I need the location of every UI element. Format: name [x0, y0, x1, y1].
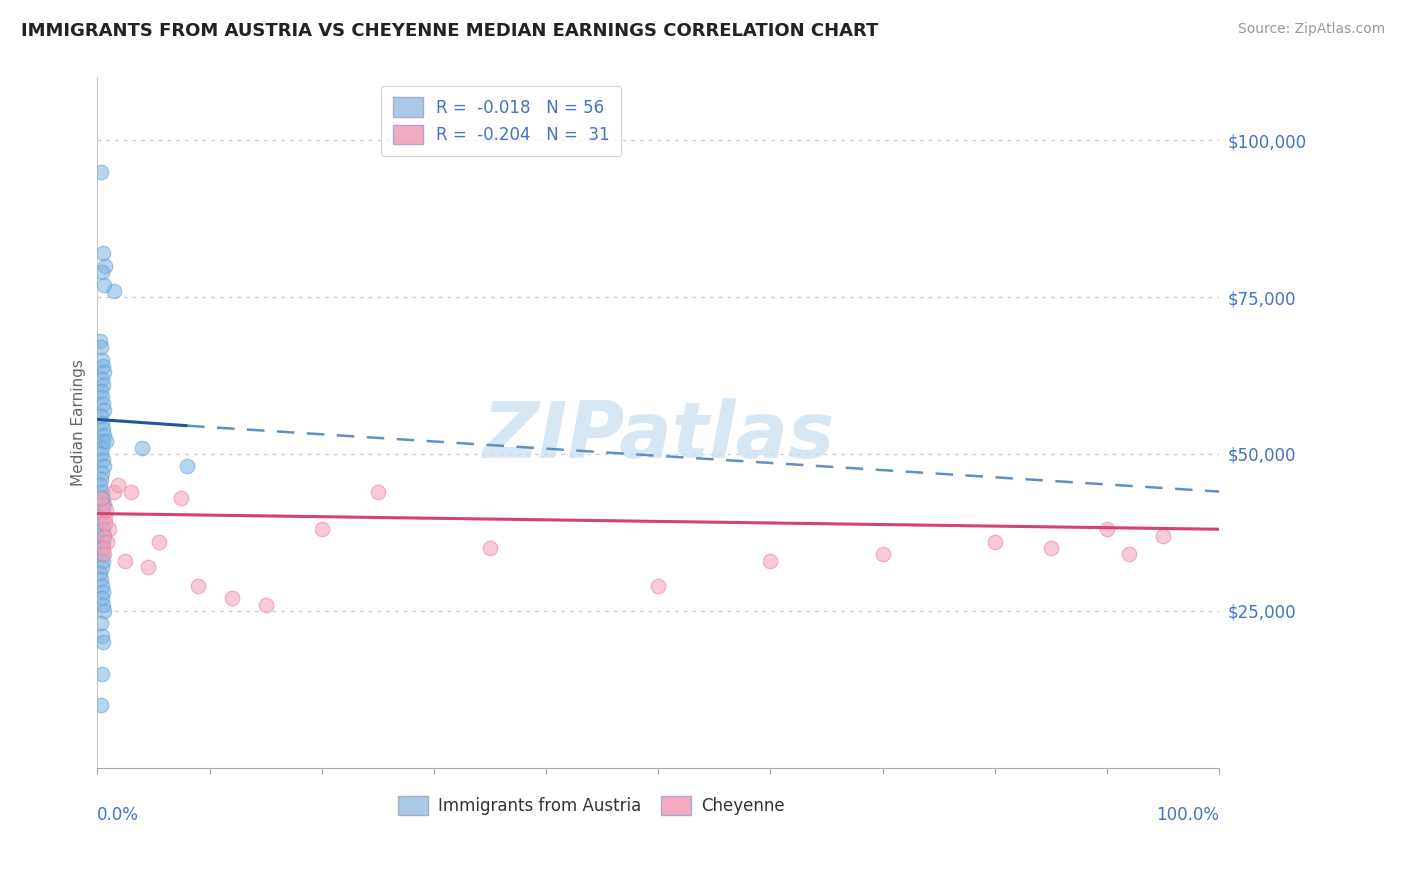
Point [91, 635, 114, 649]
Point [90, 384, 112, 399]
Point [89, 478, 111, 492]
Point [120, 484, 142, 499]
Point [91, 434, 114, 449]
Point [103, 284, 125, 298]
Point [136, 560, 159, 574]
Point [90, 579, 112, 593]
Point [90, 416, 112, 430]
Point [311, 522, 333, 536]
Point [90, 447, 112, 461]
Point [91, 422, 114, 436]
Point [90, 391, 112, 405]
Point [97, 522, 120, 536]
Text: ZIPatlas: ZIPatlas [482, 399, 834, 475]
Legend: Immigrants from Austria, Cheyenne: Immigrants from Austria, Cheyenne [391, 789, 792, 822]
Point [91, 541, 114, 555]
Point [254, 598, 277, 612]
Point [91, 522, 114, 536]
Point [176, 459, 198, 474]
Point [94, 509, 117, 524]
Text: IMMIGRANTS FROM AUSTRIA VS CHEYENNE MEDIAN EARNINGS CORRELATION CHART: IMMIGRANTS FROM AUSTRIA VS CHEYENNE MEDI… [21, 22, 879, 40]
Point [91, 491, 114, 505]
Point [93, 403, 115, 417]
Point [90, 573, 112, 587]
Point [1095, 522, 1118, 536]
Point [90, 560, 112, 574]
Point [93, 604, 115, 618]
Point [90, 340, 112, 354]
Point [148, 534, 170, 549]
Point [103, 484, 125, 499]
Point [89, 566, 111, 581]
Point [90, 491, 112, 505]
Point [90, 466, 112, 480]
Point [91, 378, 114, 392]
Point [187, 579, 209, 593]
Point [94, 516, 117, 530]
Point [93, 459, 115, 474]
Point [90, 497, 112, 511]
Point [96, 534, 118, 549]
Point [90, 484, 112, 499]
Point [91, 598, 114, 612]
Point [90, 591, 112, 606]
Point [90, 409, 112, 424]
Point [89, 334, 111, 348]
Point [107, 478, 129, 492]
Point [170, 491, 193, 505]
Point [93, 428, 115, 442]
Point [91, 397, 114, 411]
Point [1152, 528, 1174, 542]
Point [93, 547, 115, 561]
Point [90, 441, 112, 455]
Point [90, 265, 112, 279]
Point [221, 591, 243, 606]
Point [91, 554, 114, 568]
Point [367, 484, 389, 499]
Point [90, 541, 112, 555]
Text: 100.0%: 100.0% [1156, 805, 1219, 823]
Point [90, 371, 112, 385]
Point [479, 541, 502, 555]
Point [759, 554, 782, 568]
Point [90, 698, 112, 712]
Point [91, 503, 114, 517]
Point [872, 547, 894, 561]
Point [93, 365, 115, 379]
Point [131, 441, 153, 455]
Point [93, 528, 115, 542]
Point [90, 472, 112, 486]
Point [94, 259, 117, 273]
Point [90, 547, 112, 561]
Text: 0.0%: 0.0% [97, 805, 139, 823]
Point [1118, 547, 1140, 561]
Text: Source: ZipAtlas.com: Source: ZipAtlas.com [1237, 22, 1385, 37]
Point [90, 164, 112, 178]
Y-axis label: Median Earnings: Median Earnings [72, 359, 86, 486]
Point [90, 629, 112, 643]
Point [96, 434, 118, 449]
Point [90, 666, 112, 681]
Point [90, 616, 112, 631]
Point [91, 534, 114, 549]
Point [96, 503, 118, 517]
Point [93, 497, 115, 511]
Point [90, 516, 112, 530]
Point [114, 554, 136, 568]
Point [93, 277, 115, 292]
Point [93, 528, 115, 542]
Point [1039, 541, 1062, 555]
Point [647, 579, 669, 593]
Point [91, 453, 114, 467]
Point [91, 359, 114, 373]
Point [91, 246, 114, 260]
Point [984, 534, 1007, 549]
Point [91, 585, 114, 599]
Point [90, 352, 112, 367]
